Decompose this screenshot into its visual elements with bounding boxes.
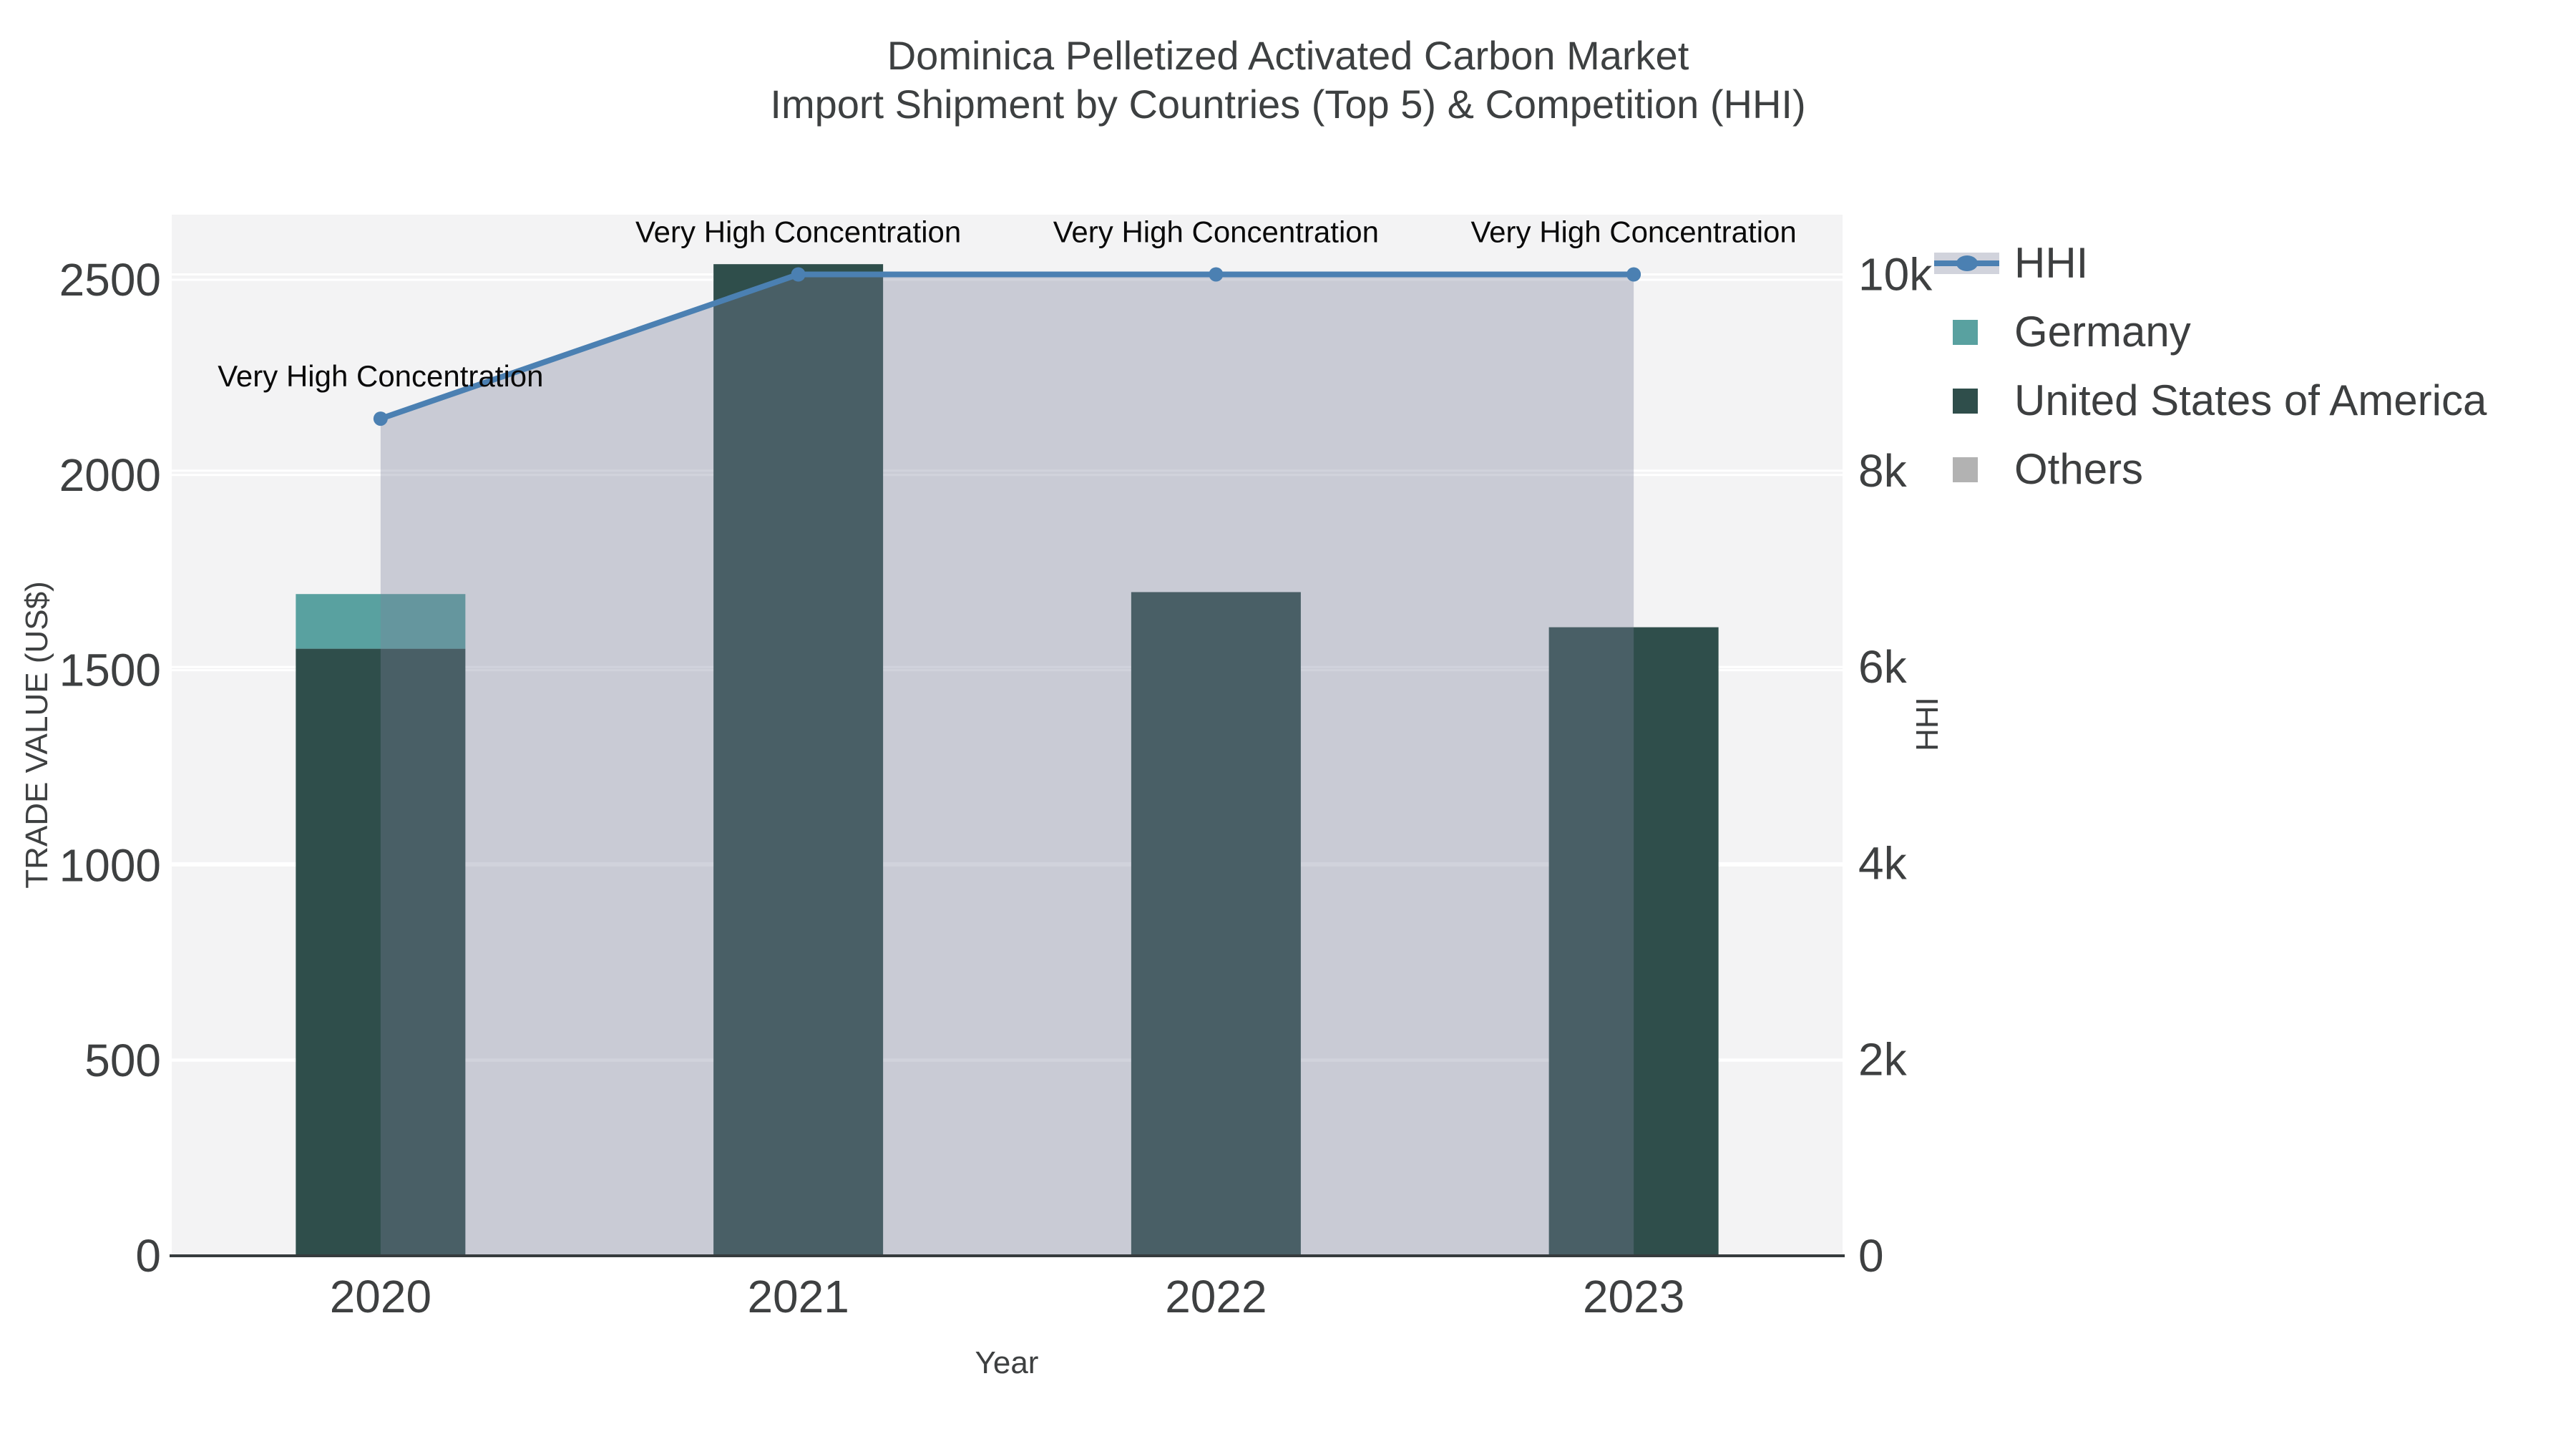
- left-axis-title: TRADE VALUE (US$): [19, 581, 54, 889]
- left-tick-2500: 2500: [59, 254, 161, 306]
- bar-united-states-of-america-2021: [713, 264, 884, 1256]
- legend-label-germany: Germany: [2014, 308, 2191, 356]
- bar-united-states-of-america-2023: [1548, 627, 1719, 1256]
- hhi-marker-2022: [1209, 267, 1224, 282]
- legend-swatch-united-states-of-america: [1934, 388, 2014, 414]
- x-tick-2022: 2022: [1165, 1271, 1267, 1322]
- legend-item-germany: Germany: [1934, 298, 2487, 366]
- legend-item-others: Others: [1934, 435, 2487, 504]
- legend-swatch-hhi: [1934, 253, 2014, 274]
- chart-title: Dominica Pelletized Activated Carbon Mar…: [0, 31, 2576, 129]
- hhi-marker-2021: [791, 267, 806, 282]
- right-tick-0: 0: [1858, 1230, 1884, 1282]
- legend-swatch-germany: [1934, 319, 2014, 345]
- legend-label-others: Others: [2014, 445, 2144, 493]
- legend-swatch-others: [1934, 457, 2014, 482]
- right-tick-8k: 8k: [1858, 445, 1908, 497]
- legend-color-swatch-icon: [1953, 457, 1978, 482]
- bar-germany-2020: [296, 594, 466, 649]
- left-tick-2000: 2000: [59, 449, 161, 501]
- legend: HHI Germany United States of America Others: [1934, 229, 2487, 504]
- annotation-2022: Very High Concentration: [1053, 215, 1379, 249]
- hhi-line: [377, 271, 1637, 422]
- right-tick-4k: 4k: [1858, 837, 1908, 889]
- left-tick-1500: 1500: [59, 645, 161, 696]
- legend-color-swatch-icon: [1953, 388, 1978, 414]
- left-tick-1000: 1000: [59, 839, 161, 891]
- legend-item-united-states-of-america: United States of America: [1934, 366, 2487, 435]
- chart-title-line1: Dominica Pelletized Activated Carbon Mar…: [887, 33, 1689, 78]
- left-tick-0: 0: [135, 1230, 161, 1282]
- annotation-2020: Very High Concentration: [218, 359, 543, 393]
- annotation-2023: Very High Concentration: [1470, 215, 1796, 249]
- x-axis-title: Year: [975, 1345, 1039, 1380]
- x-tick-2020: 2020: [330, 1271, 431, 1322]
- x-tick-2023: 2023: [1583, 1271, 1684, 1322]
- legend-label-hhi: HHI: [2014, 239, 2089, 287]
- legend-color-swatch-icon: [1953, 319, 1978, 345]
- x-tick-2021: 2021: [747, 1271, 849, 1322]
- right-axis-title: HHI: [1910, 697, 1945, 751]
- hhi-marker-2023: [1626, 267, 1641, 282]
- annotation-2021: Very High Concentration: [635, 215, 961, 249]
- legend-label-united-states-of-america: United States of America: [2014, 376, 2487, 424]
- right-tick-6k: 6k: [1858, 641, 1908, 693]
- chart-title-line2: Import Shipment by Countries (Top 5) & C…: [770, 82, 1806, 127]
- hhi-marker-2020: [373, 411, 388, 426]
- hhi-area-fill: [380, 274, 1634, 1256]
- bar-united-states-of-america-2020: [296, 648, 466, 1256]
- right-tick-2k: 2k: [1858, 1034, 1908, 1085]
- left-tick-500: 500: [84, 1035, 161, 1086]
- right-tick-10k: 10k: [1858, 249, 1933, 301]
- bar-united-states-of-america-2022: [1131, 592, 1301, 1256]
- hhi-line-swatch-icon: [1934, 253, 1999, 274]
- legend-item-hhi: HHI: [1934, 229, 2487, 298]
